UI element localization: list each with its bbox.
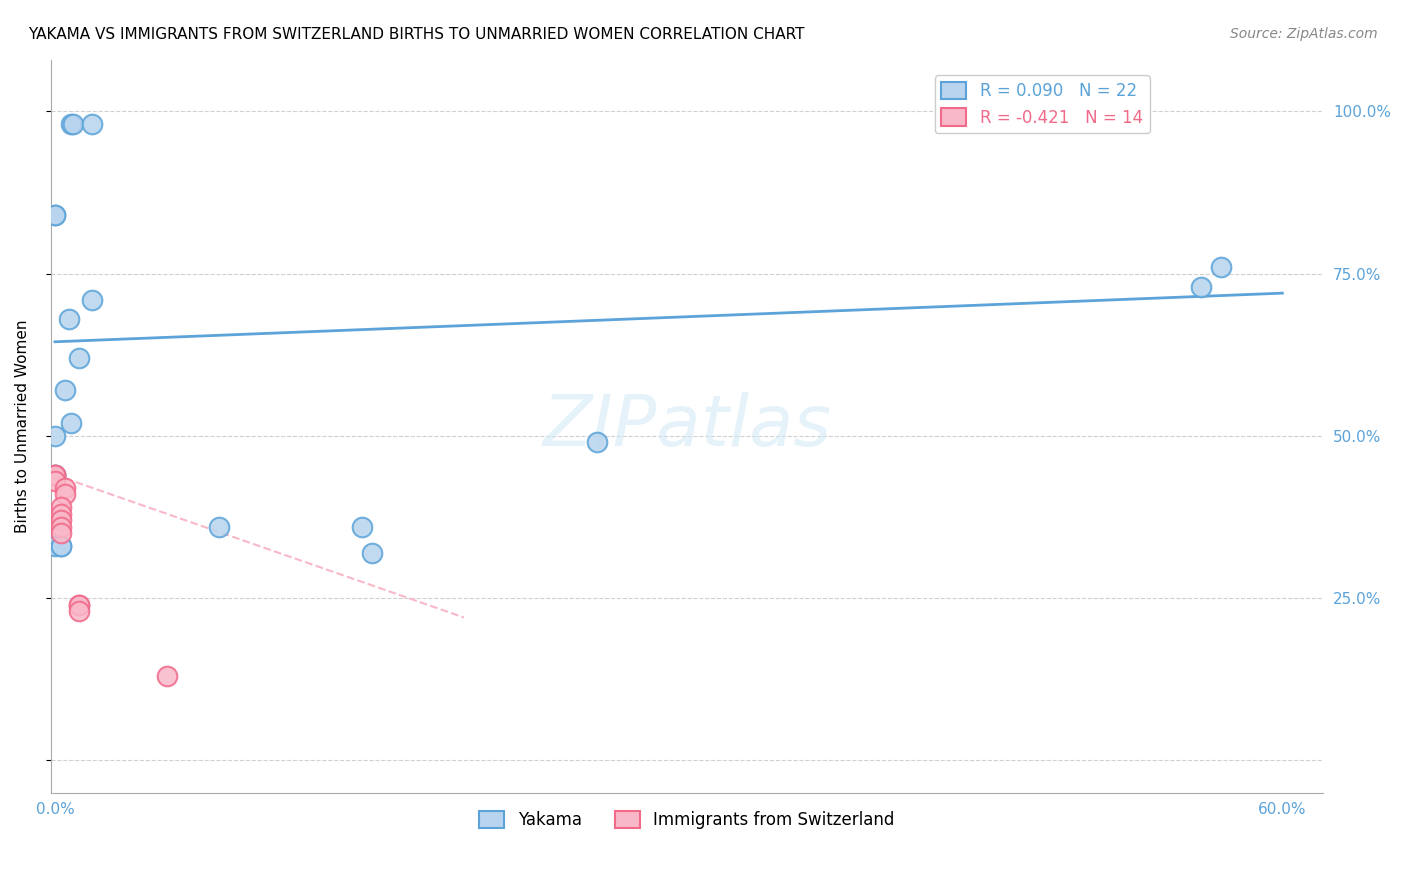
Point: [44, 467, 66, 482]
Point: [69, 598, 91, 612]
Point: [69, 598, 91, 612]
Point: [49, 507, 72, 521]
Text: Source: ZipAtlas.com: Source: ZipAtlas.com: [1230, 27, 1378, 41]
Text: ZIPatlas: ZIPatlas: [543, 392, 831, 460]
Point: [49, 539, 72, 553]
Point: [1189, 279, 1212, 293]
Point: [1209, 260, 1232, 275]
Point: [49, 500, 72, 515]
Point: [60, 416, 83, 430]
Point: [53, 487, 76, 501]
Point: [53, 481, 76, 495]
Point: [361, 546, 384, 560]
Point: [49, 526, 72, 541]
Point: [586, 435, 609, 450]
Point: [49, 539, 72, 553]
Point: [44, 208, 66, 222]
Point: [69, 351, 91, 365]
Point: [350, 519, 373, 533]
Point: [207, 519, 229, 533]
Point: [44, 208, 66, 222]
Point: [69, 604, 91, 618]
Point: [44, 467, 66, 482]
Point: [44, 475, 66, 489]
Point: [44, 429, 66, 443]
Point: [44, 539, 66, 553]
Point: [49, 519, 72, 533]
Point: [44, 467, 66, 482]
Point: [49, 513, 72, 527]
Text: YAKAMA VS IMMIGRANTS FROM SWITZERLAND BIRTHS TO UNMARRIED WOMEN CORRELATION CHAR: YAKAMA VS IMMIGRANTS FROM SWITZERLAND BI…: [28, 27, 804, 42]
Point: [44, 467, 66, 482]
Point: [156, 669, 179, 683]
Legend: Yakama, Immigrants from Switzerland: Yakama, Immigrants from Switzerland: [472, 804, 901, 836]
Point: [80, 293, 103, 307]
Point: [80, 118, 103, 132]
Point: [58, 312, 80, 326]
Point: [62, 118, 84, 132]
Point: [60, 118, 83, 132]
Point: [53, 384, 76, 398]
Y-axis label: Births to Unmarried Women: Births to Unmarried Women: [15, 319, 30, 533]
